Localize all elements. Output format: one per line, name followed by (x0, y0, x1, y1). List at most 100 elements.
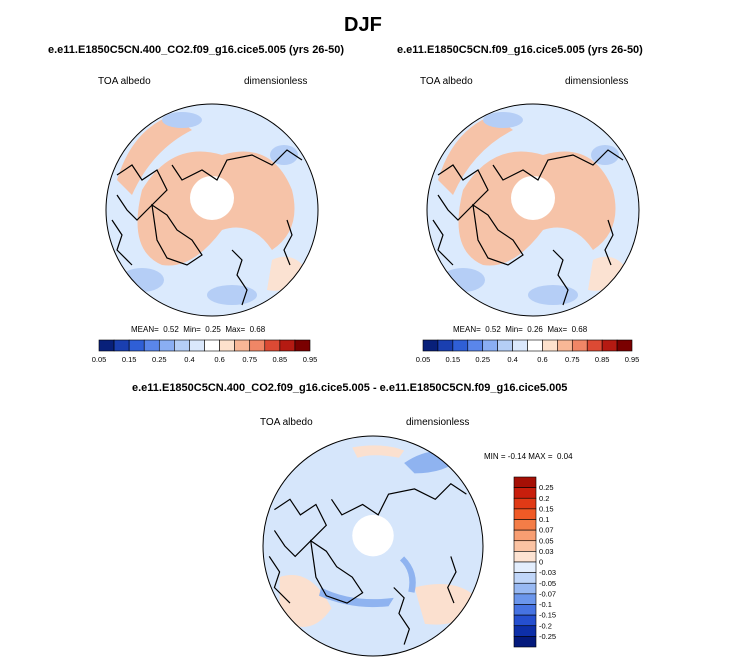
colorbar-swatch (513, 625, 537, 637)
colorbar-swatch (586, 339, 603, 352)
colorbar-swatch (513, 593, 537, 605)
colorbar-tick-label: -0.07 (539, 589, 556, 598)
colorbar-swatch (542, 339, 558, 352)
map-field (263, 436, 483, 656)
coastline-scandinavia (393, 587, 410, 645)
colorbar-top-right: 0.05 0.15 0.25 0.4 0.6 0.75 0.85 0.95 (416, 339, 639, 364)
coastline-europe (283, 219, 293, 266)
colorbar-swatch (616, 339, 633, 352)
colorbar-swatch (204, 339, 220, 352)
negative-anomaly-region (319, 587, 394, 608)
map-top-left (105, 103, 319, 317)
min-label: Min= (183, 325, 201, 334)
max-value: 0.04 (556, 452, 573, 461)
map-field (106, 104, 318, 316)
units-label-top-right: dimensionless (565, 76, 629, 87)
subtitle-top-left: e.e11.E1850C5CN.400_CO2.f09_g16.cice5.00… (48, 44, 344, 56)
colorbar-swatch (513, 582, 537, 595)
colorbar-top-left: 0.05 0.15 0.25 0.4 0.6 0.75 0.85 0.95 (92, 339, 318, 364)
colorbar-swatch (527, 339, 543, 352)
colorbar-tick-label: -0.2 (539, 621, 552, 630)
colorbar-tick-label: -0.05 (539, 579, 556, 588)
page-title: DJF (344, 14, 382, 36)
colorbar-tick-label: 0.4 (184, 355, 194, 364)
colorbar-tick-label: 0.05 (539, 536, 554, 545)
colorbar-tick-label: -0.03 (539, 568, 556, 577)
high-albedo-region (438, 115, 513, 195)
colorbar-swatch (513, 604, 537, 616)
coastline-greenland (309, 539, 364, 604)
colorbar-tick-label: 0.15 (446, 355, 461, 364)
colorbar-tick-label: 0.2 (539, 494, 549, 503)
colorbar-swatch (219, 339, 235, 352)
colorbar-swatch (234, 339, 251, 352)
variable-label-top-left: TOA albedo (98, 76, 151, 87)
colorbar-swatch (513, 487, 537, 499)
colorbar-swatch (294, 339, 311, 352)
subtitle-top-right: e.e11.E1850C5CN.f09_g16.cice5.005 (yrs 2… (397, 44, 643, 56)
coastline-scandinavia (552, 249, 569, 306)
coastline-europe (604, 219, 614, 266)
colorbar-swatch (513, 614, 537, 627)
colorbar-tick-label: -0.1 (539, 600, 552, 609)
max-value: 0.68 (249, 325, 266, 334)
mean-value: 0.52 (485, 325, 501, 334)
high-albedo-region (117, 115, 192, 195)
colorbar-swatch (174, 339, 190, 352)
colorbar-tick-label: 0.03 (539, 547, 554, 556)
coastline-americas (268, 556, 291, 604)
colorbar-swatch (143, 339, 160, 352)
negative-anomaly-region (399, 556, 416, 593)
low-albedo-region (483, 112, 523, 128)
min-label: Min= (505, 325, 523, 334)
colorbar-tick-label: 0.75 (565, 355, 580, 364)
colorbar-swatch (249, 339, 266, 352)
min-label: MIN = (484, 452, 506, 461)
min-value: -0.14 (507, 452, 527, 461)
low-albedo-region (441, 268, 485, 292)
colorbar-swatch (513, 636, 537, 648)
max-label: Max= (225, 325, 246, 334)
colorbar-swatch (571, 339, 588, 352)
units-label-top-left: dimensionless (244, 76, 308, 87)
mean-label: MEAN= (453, 325, 481, 334)
max-label: Max= (547, 325, 568, 334)
colorbar-swatch (513, 572, 537, 584)
colorbar-swatch (467, 339, 484, 352)
colorbar-tick-label: 0.07 (539, 526, 554, 535)
colorbar-swatch (513, 508, 537, 520)
colorbar-tick-label: 0.4 (507, 355, 517, 364)
min-value: 0.26 (527, 325, 543, 334)
colorbar-swatch (557, 339, 573, 352)
max-label: MAX = (528, 452, 553, 461)
colorbar-tick-label: 0.05 (92, 355, 107, 364)
units-label-bottom: dimensionless (406, 417, 470, 428)
low-albedo-region (528, 285, 578, 305)
map-border (426, 103, 640, 317)
colorbar-tick-label: 0.95 (303, 355, 318, 364)
colorbar-tick-label: 0.1 (539, 515, 549, 524)
stats-top-right: MEAN= 0.52 Min= 0.26 Max= 0.68 (453, 325, 587, 334)
coastline-americas (432, 219, 454, 266)
colorbar-tick-label: 0.25 (539, 483, 554, 492)
colorbar-swatch (513, 529, 537, 542)
low-albedo-region (207, 285, 257, 305)
stats-top-left: MEAN= 0.52 Min= 0.25 Max= 0.68 (131, 325, 265, 334)
colorbar-swatch (513, 476, 537, 488)
mean-value: 0.52 (163, 325, 179, 334)
subtitle-bottom: e.e11.E1850C5CN.400_CO2.f09_g16.cice5.00… (132, 382, 568, 394)
map-top-right (426, 103, 640, 317)
colorbar-swatch (513, 519, 537, 531)
coastline (273, 498, 328, 558)
colorbar-swatch (128, 339, 145, 352)
low-albedo-region (120, 268, 164, 292)
colorbar-swatch (279, 339, 296, 352)
coastline-greenland (151, 203, 203, 266)
missing-data-cap (190, 176, 234, 220)
stats-bottom: MIN = -0.14 MAX = 0.04 (484, 452, 573, 461)
colorbar-tick-label: -0.25 (539, 632, 556, 641)
colorbar-tick-label: 0.85 (595, 355, 610, 364)
colorbar-tick-label: 0.6 (214, 355, 224, 364)
map-border (105, 103, 319, 317)
